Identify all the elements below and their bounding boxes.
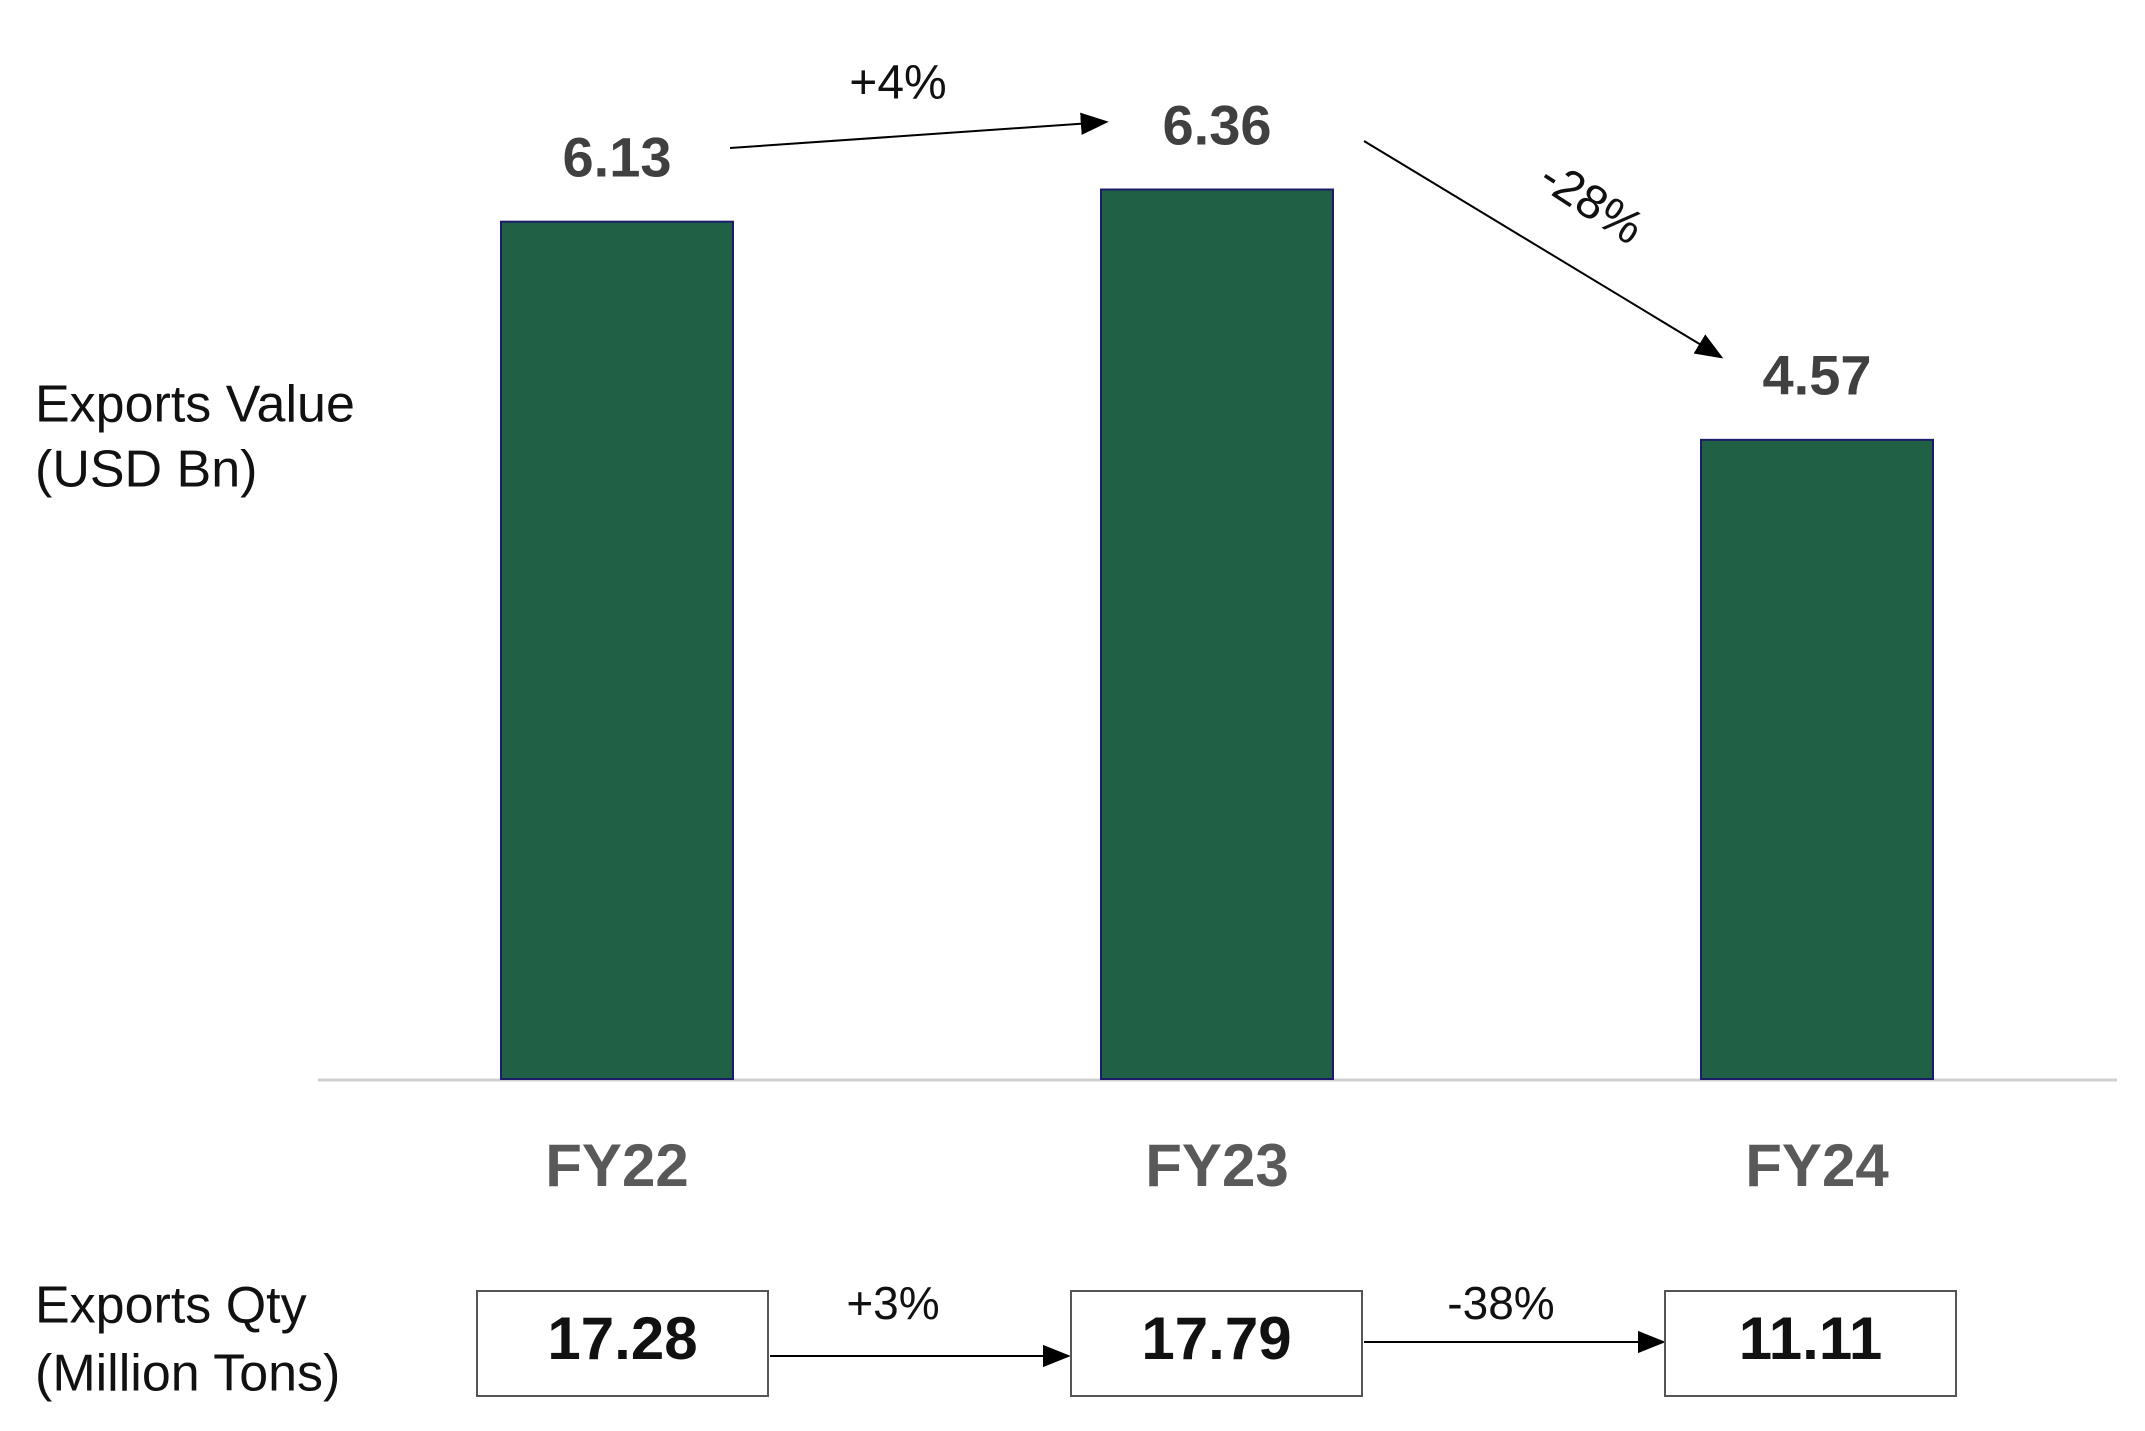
value-label: 6.13	[563, 125, 672, 188]
qty-value: 11.11	[1739, 1305, 1883, 1372]
y-axis-label: (USD Bn)	[35, 441, 257, 499]
qty-box	[1070, 1290, 1363, 1397]
bar	[500, 220, 734, 1080]
change-label: -38%	[1447, 1277, 1554, 1329]
change-label: +3%	[846, 1277, 939, 1329]
qty-value: 17.79	[1141, 1305, 1291, 1372]
x-tick-label: FY24	[1745, 1132, 1889, 1199]
value-label: 4.57	[1763, 344, 1872, 407]
qty-label: (Million Tons)	[35, 1345, 340, 1403]
qty-box	[1664, 1290, 1957, 1397]
qty-label: Exports Qty	[35, 1277, 307, 1335]
qty-box	[476, 1290, 769, 1397]
change-label: -28%	[1530, 150, 1653, 255]
change-arrow	[729, 112, 1109, 149]
x-tick-label: FY22	[545, 1132, 688, 1199]
bar	[1700, 438, 1934, 1080]
qty-value: 17.28	[547, 1305, 697, 1372]
change-label: +4%	[849, 57, 946, 110]
change-arrow	[1363, 140, 1724, 359]
bar	[1100, 188, 1334, 1081]
y-axis-label: Exports Value	[35, 376, 355, 434]
value-label: 6.36	[1163, 93, 1272, 156]
x-tick-label: FY23	[1145, 1132, 1288, 1199]
